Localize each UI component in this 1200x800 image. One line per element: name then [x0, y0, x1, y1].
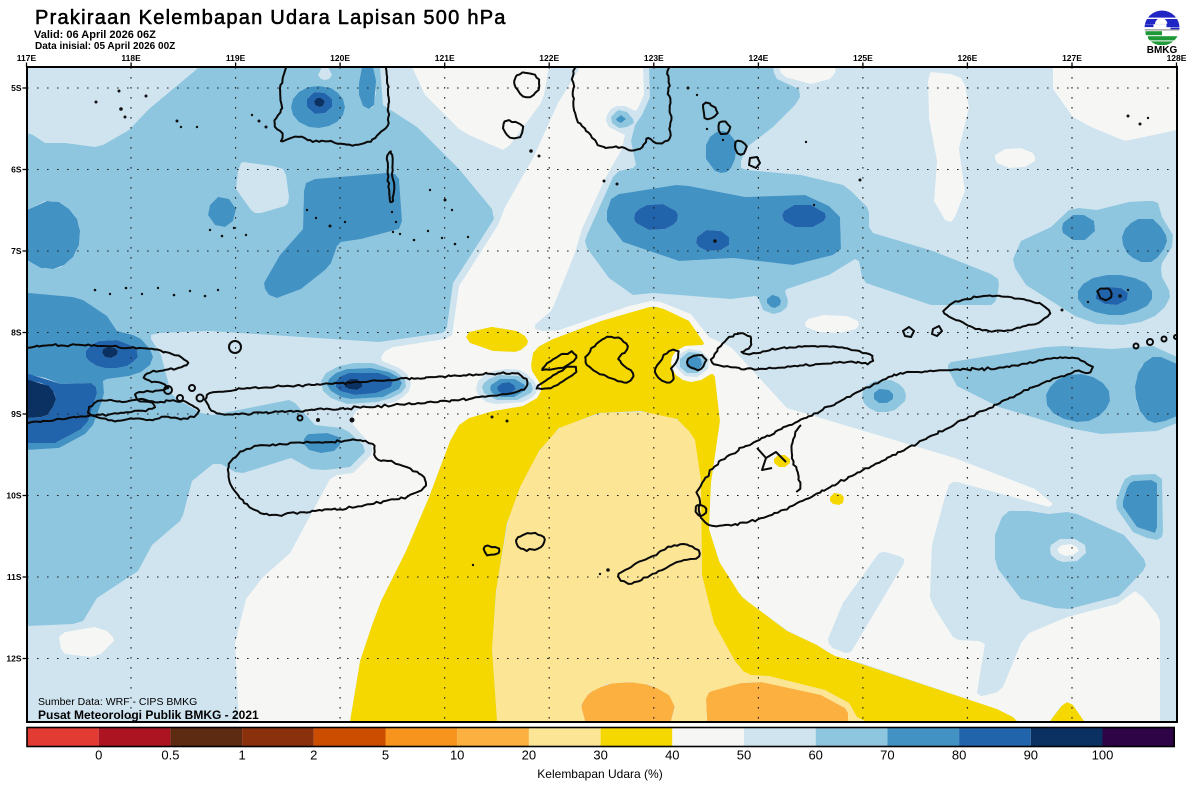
svg-text:123E: 123E	[644, 53, 664, 63]
svg-text:BMKG: BMKG	[1147, 45, 1178, 56]
svg-text:1: 1	[238, 748, 245, 763]
svg-text:118E: 118E	[121, 53, 141, 63]
svg-text:9S: 9S	[11, 409, 22, 419]
svg-text:117E: 117E	[17, 53, 37, 63]
svg-text:90: 90	[1024, 748, 1038, 763]
svg-text:Kelembapan Udara (%): Kelembapan Udara (%)	[537, 767, 662, 781]
svg-text:122E: 122E	[539, 53, 559, 63]
svg-text:70: 70	[880, 748, 894, 763]
svg-text:10S: 10S	[6, 491, 21, 501]
svg-text:7S: 7S	[11, 246, 22, 256]
svg-text:Prakiraan Kelembapan Udara Lap: Prakiraan Kelembapan Udara Lapisan 500 h…	[35, 7, 507, 29]
svg-text:2: 2	[310, 748, 317, 763]
svg-text:0: 0	[95, 748, 102, 763]
svg-text:50: 50	[737, 748, 751, 763]
svg-text:0.5: 0.5	[161, 748, 179, 763]
svg-text:125E: 125E	[853, 53, 873, 63]
svg-text:127E: 127E	[1062, 53, 1082, 63]
svg-text:60: 60	[808, 748, 822, 763]
svg-text:5: 5	[382, 748, 389, 763]
svg-text:30: 30	[593, 748, 607, 763]
svg-text:124E: 124E	[748, 53, 768, 63]
svg-text:80: 80	[952, 748, 966, 763]
svg-text:10: 10	[450, 748, 464, 763]
svg-text:11S: 11S	[7, 572, 22, 582]
svg-text:120E: 120E	[330, 53, 350, 63]
svg-text:Data inisial: 05 April 2026 00: Data inisial: 05 April 2026 00Z	[35, 41, 175, 52]
svg-text:5S: 5S	[11, 83, 22, 93]
svg-text:Pusat Meteorologi Publik BMKG: Pusat Meteorologi Publik BMKG - 2021	[38, 708, 259, 722]
svg-text:12S: 12S	[6, 654, 21, 664]
svg-text:8S: 8S	[11, 328, 22, 338]
svg-text:121E: 121E	[435, 53, 455, 63]
svg-text:126E: 126E	[957, 53, 977, 63]
svg-text:128E: 128E	[1167, 53, 1187, 63]
svg-text:Valid: 06 April 2026 06Z: Valid: 06 April 2026 06Z	[34, 29, 156, 41]
svg-text:6S: 6S	[11, 165, 22, 175]
svg-text:Sumber Data: WRF - CIPS BMKG: Sumber Data: WRF - CIPS BMKG	[38, 696, 197, 708]
svg-text:20: 20	[522, 748, 536, 763]
svg-text:100: 100	[1092, 748, 1114, 763]
svg-text:119E: 119E	[226, 53, 246, 63]
svg-text:40: 40	[665, 748, 679, 763]
